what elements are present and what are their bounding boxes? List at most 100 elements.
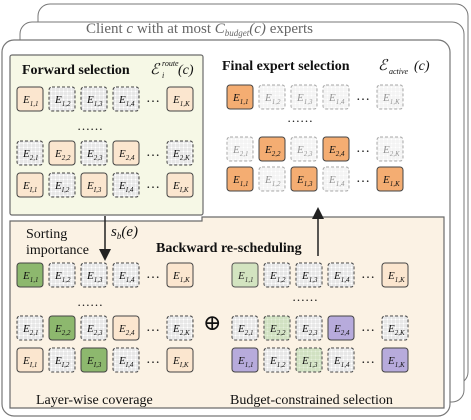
final-cell-0-1: E1,2	[258, 84, 286, 110]
backward-title: Backward re-scheduling	[156, 241, 302, 256]
forward-cell-2-4: EI,K	[166, 172, 194, 198]
budget-row-ellipsis: …	[361, 267, 375, 282]
layer-cell-0-4: E1,K	[166, 262, 194, 288]
expert-label: E1,3	[86, 94, 103, 108]
expert-box	[80, 347, 108, 373]
layer-cell-0-1: E1,2	[48, 262, 76, 288]
forward-cell-2-0: EI,1	[16, 172, 44, 198]
forward-expert-grid: E1,1 E1,2 E1,3 E1,4 … E1,K E2,1 E2,2 E2,3 E2,4 … E2…	[16, 86, 194, 198]
layer-caption: Layer-wise coverage	[36, 393, 153, 408]
layer-cell-2-0: EI,1	[16, 347, 44, 373]
forward-cell-1-2: E2,3	[80, 140, 108, 166]
expert-box	[322, 136, 350, 162]
expert-box	[381, 262, 409, 288]
final-expert-grid: E1,1 E1,2 E1,3 E1,4 … E1,K E2,1 E2,2 E2,3 E2,4 … E2…	[226, 84, 404, 192]
layer-cell-1-4: E2,K	[166, 315, 194, 341]
expert-label: E1,4	[328, 92, 345, 106]
final-row-ellipsis: …	[356, 141, 370, 156]
expert-label: EI,3	[86, 180, 102, 194]
final-cell-2-0: E1,1	[226, 166, 254, 192]
expert-label: E2,2	[264, 144, 281, 158]
layer-cell-0-2: E1,3	[80, 262, 108, 288]
expert-label: E1,K	[172, 94, 190, 108]
budget-row-dots: ……	[292, 289, 318, 304]
expert-box	[48, 172, 76, 198]
budget-cell-0-2: E1,3	[295, 262, 323, 288]
expert-label: E2,2	[54, 148, 71, 162]
expert-label: E2,K	[172, 323, 190, 337]
expert-label: E2,1	[22, 323, 38, 337]
expert-label: E2,2	[54, 323, 71, 337]
header-prefix: Client	[86, 21, 126, 37]
expert-label: EI,2	[54, 355, 70, 369]
expert-box	[231, 262, 259, 288]
expert-label: E1,K	[387, 270, 405, 284]
expert-label: E2,K	[387, 323, 405, 337]
expert-label: E1,1	[237, 355, 253, 369]
budget-cell-1-0: E2,1	[231, 315, 259, 341]
expert-box	[258, 136, 286, 162]
expert-box	[48, 262, 76, 288]
expert-label: EI,K	[172, 180, 189, 194]
final-cell-2-4: E1,K	[376, 166, 404, 192]
expert-label: E2,3	[301, 323, 318, 337]
expert-label: E1,1	[232, 174, 248, 188]
expert-label: E1,K	[382, 92, 400, 106]
expert-label: E2,4	[333, 323, 350, 337]
expert-label: E2,3	[86, 323, 103, 337]
expert-label: EI,3	[86, 355, 102, 369]
expert-box	[112, 347, 140, 373]
expert-label: E2,3	[296, 144, 313, 158]
expert-label: E1,3	[86, 270, 103, 284]
final-row-dots: ……	[287, 110, 313, 125]
expert-label: E1,3	[301, 270, 318, 284]
budget-selection-grid: E1,1 E1,2 E1,3 E1,4 … E1,K E2,1 E2,2 E2,3 E2,4 … E2…	[231, 262, 409, 373]
layer-row-ellipsis: …	[146, 267, 160, 282]
expert-box	[80, 172, 108, 198]
forward-set-sub: i	[162, 71, 164, 80]
expert-box	[16, 347, 44, 373]
layer-cell-2-2: EI,3	[80, 347, 108, 373]
expert-box	[166, 262, 194, 288]
expert-label: EI,4	[118, 180, 134, 194]
client-budget-header: Client c with at most Cbudget(c) experts	[86, 21, 313, 38]
header-suffix: experts	[266, 21, 313, 37]
layer-coverage-grid: E1,1 E1,2 E1,3 E1,4 … E1,K E2,1 E2,2 E2,3 E2,4 … E2…	[16, 262, 194, 373]
forward-set-sup: route	[162, 59, 179, 68]
sorting-label-line1: Sorting	[26, 227, 67, 242]
expert-label: EI,1	[22, 180, 37, 194]
forward-cell-0-1: E1,2	[48, 86, 76, 112]
expert-label: EI,2	[54, 180, 70, 194]
forward-cell-1-0: E2,1	[16, 140, 44, 166]
expert-box	[166, 140, 194, 166]
expert-box	[258, 166, 286, 192]
expert-box	[381, 347, 409, 373]
final-cell-2-3: E1,4	[322, 166, 350, 192]
expert-label: E1,1	[232, 92, 248, 106]
combine-symbol: ⊕	[203, 310, 221, 335]
expert-box	[166, 315, 194, 341]
forward-cell-0-0: E1,1	[16, 86, 44, 112]
expert-box	[376, 136, 404, 162]
expert-label: E1,4	[118, 270, 135, 284]
expert-label: E1,1	[22, 94, 38, 108]
expert-box	[16, 86, 44, 112]
final-set-arg: (c)	[414, 59, 430, 74]
expert-label: E1,2	[54, 94, 71, 108]
expert-box	[16, 140, 44, 166]
expert-box	[381, 315, 409, 341]
expert-label: EI,K	[172, 355, 189, 369]
expert-box	[376, 84, 404, 110]
budget-cell-0-1: E1,2	[263, 262, 291, 288]
forward-cell-0-2: E1,3	[80, 86, 108, 112]
layer-cell-1-0: E2,1	[16, 315, 44, 341]
budget-row-ellipsis: …	[361, 320, 375, 335]
expert-label: E2,1	[22, 148, 38, 162]
expert-box	[48, 315, 76, 341]
forward-title: Forward selection	[22, 63, 130, 78]
forward-title-line: Forward selection	[22, 63, 130, 78]
expert-box	[295, 262, 323, 288]
budget-cell-2-4: E1,K	[381, 347, 409, 373]
forward-row-dots: ……	[77, 118, 103, 133]
expert-box	[80, 140, 108, 166]
